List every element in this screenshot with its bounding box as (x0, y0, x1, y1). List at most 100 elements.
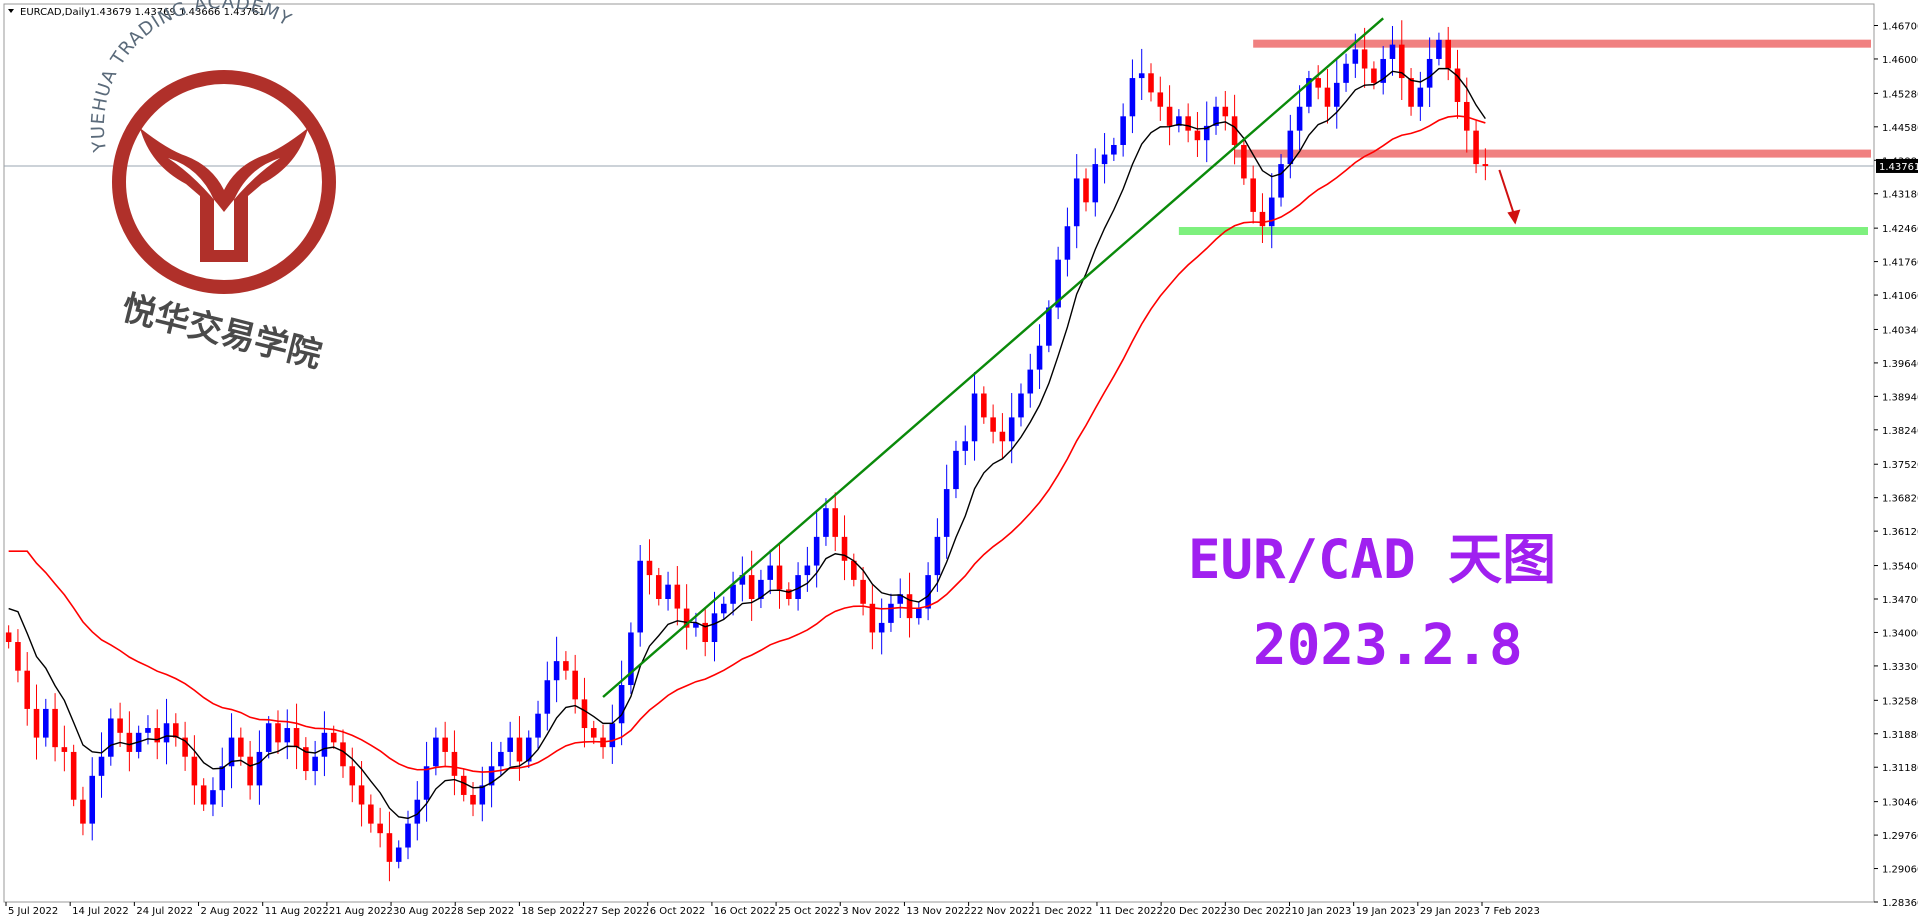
candle-body (24, 670, 31, 709)
candle-body (1380, 58, 1386, 83)
candle-body (377, 823, 383, 834)
candle-body (303, 747, 309, 772)
date-tick-label: 16 Oct 2022 (714, 906, 776, 917)
candle-body (618, 685, 625, 724)
candlesticks (5, 20, 1489, 882)
candle-body (702, 622, 708, 643)
forecast-arrowhead-icon (1507, 209, 1521, 225)
price-tick-label: 1.31180 (1882, 763, 1918, 774)
candle-body (433, 737, 439, 767)
candle-body (89, 775, 96, 824)
candle-body (720, 603, 727, 614)
price-tick-label: 1.29060 (1882, 865, 1918, 876)
date-tick-label: 1 Dec 2022 (1035, 906, 1093, 917)
candle-body (80, 799, 86, 824)
candle-body (776, 565, 783, 590)
candle-body (293, 728, 300, 748)
candle-body (590, 728, 597, 738)
candle-body (1203, 125, 1210, 141)
price-tick-label: 1.30460 (1882, 798, 1918, 809)
date-tick-label: 5 Jul 2022 (8, 906, 58, 917)
price-tick-label: 1.38240 (1882, 426, 1918, 437)
candle-body (70, 751, 77, 800)
price-tick-label: 1.41060 (1882, 291, 1918, 302)
candle-body (1278, 164, 1284, 198)
candle-body (683, 608, 690, 628)
candle-body (284, 728, 291, 743)
candle-body (1352, 49, 1359, 64)
date-tick-label: 30 Aug 2022 (393, 906, 457, 917)
date-tick-label: 24 Jul 2022 (136, 906, 193, 917)
date-tick-label: 11 Aug 2022 (265, 906, 329, 917)
candle-body (655, 575, 662, 600)
candle-body (210, 790, 216, 805)
candle-body (609, 723, 616, 748)
header-dropdown-icon[interactable] (8, 9, 14, 13)
logo-emblem-inner (168, 158, 280, 250)
date-tick-label: 8 Sep 2022 (457, 906, 514, 917)
current-price-badge (1876, 158, 1918, 173)
candle-body (563, 661, 569, 671)
candle-body (145, 728, 151, 733)
candle-body (173, 723, 179, 738)
candle-body (98, 756, 105, 776)
candle-body (953, 450, 959, 490)
candle-body (414, 799, 421, 824)
candle-body (1398, 44, 1405, 79)
candle-body (1185, 116, 1191, 131)
candle-body (507, 737, 513, 752)
candle-body (1324, 87, 1331, 107)
candle-body (405, 823, 411, 848)
candle-body (888, 603, 894, 623)
price-tick-label: 1.43180 (1882, 190, 1918, 201)
candle-body (832, 508, 839, 537)
price-tick-label: 1.39640 (1882, 359, 1918, 370)
candle-body (1073, 178, 1080, 227)
plot-area (3, 3, 1875, 903)
candle-body (535, 713, 541, 738)
uptrend-line (602, 17, 1384, 698)
candle-body (1166, 106, 1173, 126)
price-tick-label: 1.33300 (1882, 662, 1918, 673)
candle-body (981, 393, 987, 418)
candle-body (340, 742, 346, 767)
candle-body (637, 560, 643, 633)
candle-body (1120, 116, 1126, 145)
upper-resistance-zone (1253, 39, 1871, 48)
candle-body (200, 785, 207, 805)
price-axis: 1.467001.460001.452801.445801.438801.431… (1874, 22, 1918, 909)
candle-body (265, 723, 272, 752)
date-tick-label: 29 Jan 2023 (1420, 906, 1480, 917)
candle-body (488, 766, 495, 786)
candle-body (869, 603, 876, 633)
price-zones (4, 39, 1874, 236)
candle-body (1417, 87, 1424, 107)
candle-body (1064, 226, 1071, 260)
fast-moving-average-line (8, 67, 1486, 820)
candle-body (1055, 259, 1061, 308)
candle-body (748, 575, 755, 600)
candle-body (33, 708, 40, 738)
candle-body (1176, 116, 1182, 126)
date-tick-label: 30 Dec 2022 (1227, 906, 1291, 917)
chart-title-line2: 2023.2.8 (1253, 613, 1523, 678)
candle-body (999, 431, 1006, 442)
date-tick-label: 2 Aug 2022 (201, 906, 259, 917)
candle-body (758, 579, 764, 600)
candle-body (5, 632, 12, 643)
candle-body (219, 766, 226, 791)
candle-body (108, 718, 114, 757)
date-tick-label: 6 Oct 2022 (650, 906, 705, 917)
candle-body (1101, 154, 1108, 165)
current-price-label: 1.43761 (1879, 162, 1918, 173)
candle-body (628, 632, 634, 686)
candle-body (730, 584, 736, 604)
candle-body (15, 642, 21, 671)
candle-body (795, 575, 801, 600)
candle-body (238, 737, 244, 757)
candle-body (1222, 106, 1229, 117)
candle-body (312, 756, 318, 772)
candle-body (1092, 164, 1099, 203)
candle-body (943, 489, 950, 537)
